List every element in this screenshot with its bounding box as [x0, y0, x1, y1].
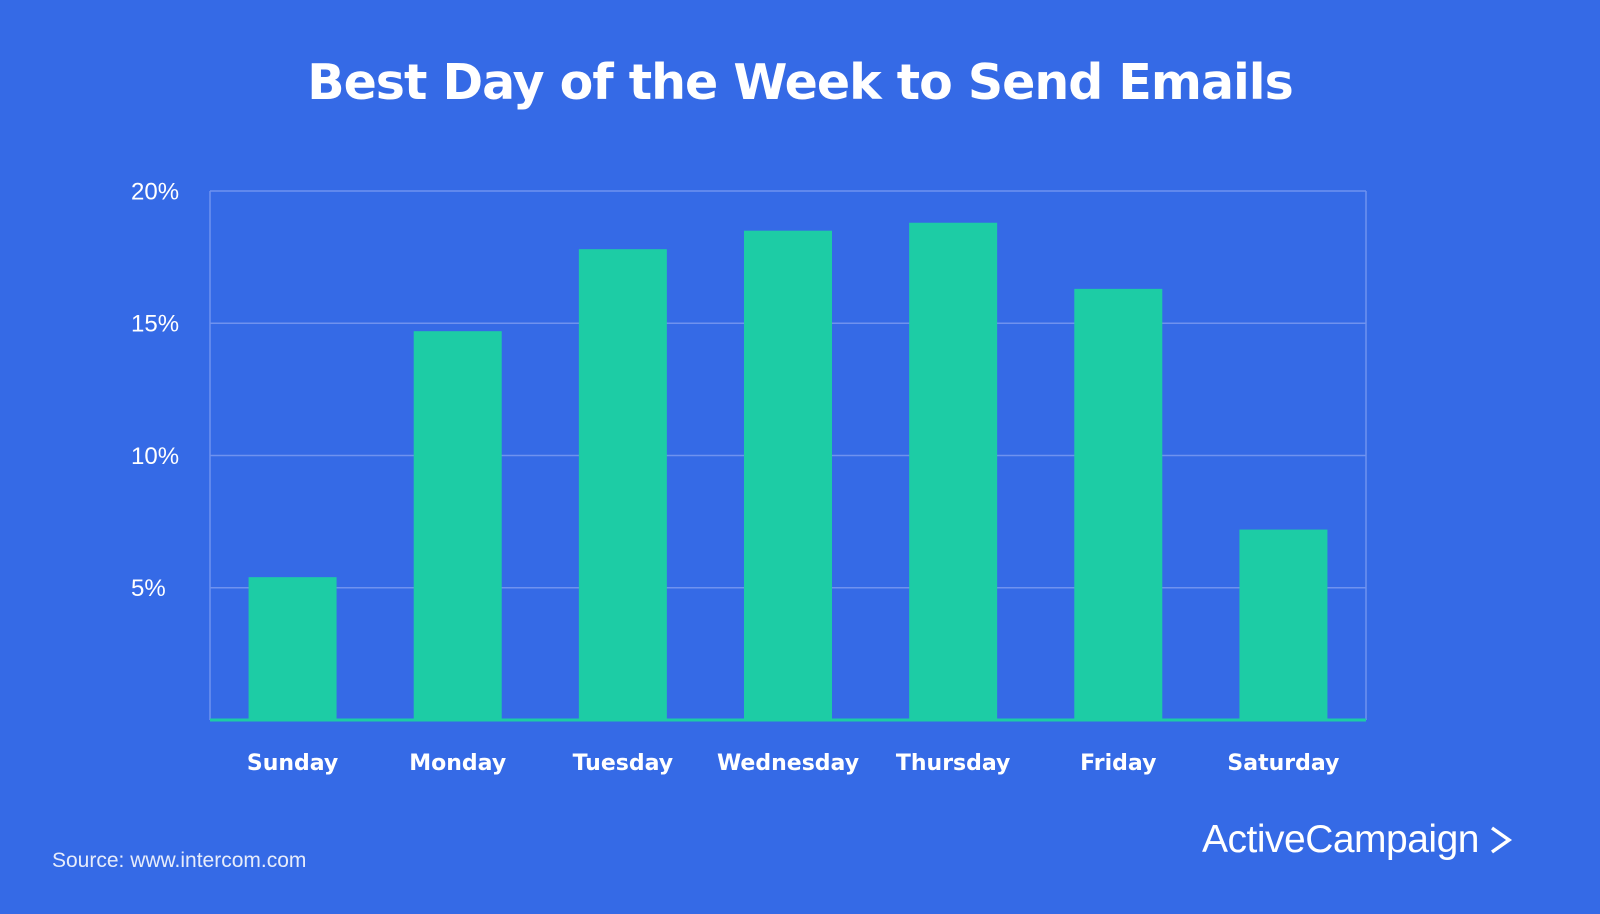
brand-logo: ActiveCampaign — [1202, 815, 1513, 865]
x-tick-label: Thursday — [896, 751, 1011, 776]
bar-monday — [413, 331, 502, 720]
bar-sunday — [248, 577, 337, 720]
y-tick-label: 10% — [131, 443, 179, 470]
x-tick-label: Monday — [409, 751, 506, 776]
chevron-right-icon — [1490, 826, 1513, 854]
bar-thursday — [909, 222, 998, 721]
brand-name: ActiveCampaign — [1202, 818, 1479, 861]
bars — [210, 222, 1366, 722]
bar-wednesday — [744, 230, 832, 721]
y-axis-tick-labels: 5% 10% 15% 20% — [131, 178, 179, 602]
x-tick-label: Sunday — [247, 751, 338, 776]
x-tick-label: Friday — [1080, 751, 1156, 776]
bar-tuesday — [578, 249, 667, 720]
y-tick-label: 15% — [131, 311, 179, 338]
x-tick-label: Saturday — [1227, 751, 1339, 776]
y-tick-label: 5% — [131, 575, 166, 602]
x-tick-label: Tuesday — [573, 751, 674, 776]
x-tick-label: Wednesday — [717, 751, 859, 776]
bar-friday — [1074, 288, 1163, 720]
y-tick-label: 20% — [131, 178, 179, 205]
chart-title: Best Day of the Week to Send Emails — [307, 54, 1294, 111]
bar-saturday — [1239, 529, 1328, 720]
x-axis-category-labels: Sunday Monday Tuesday Wednesday Thursday Frid… — [247, 751, 1340, 776]
source-note: Source: www.intercom.com — [52, 849, 307, 872]
